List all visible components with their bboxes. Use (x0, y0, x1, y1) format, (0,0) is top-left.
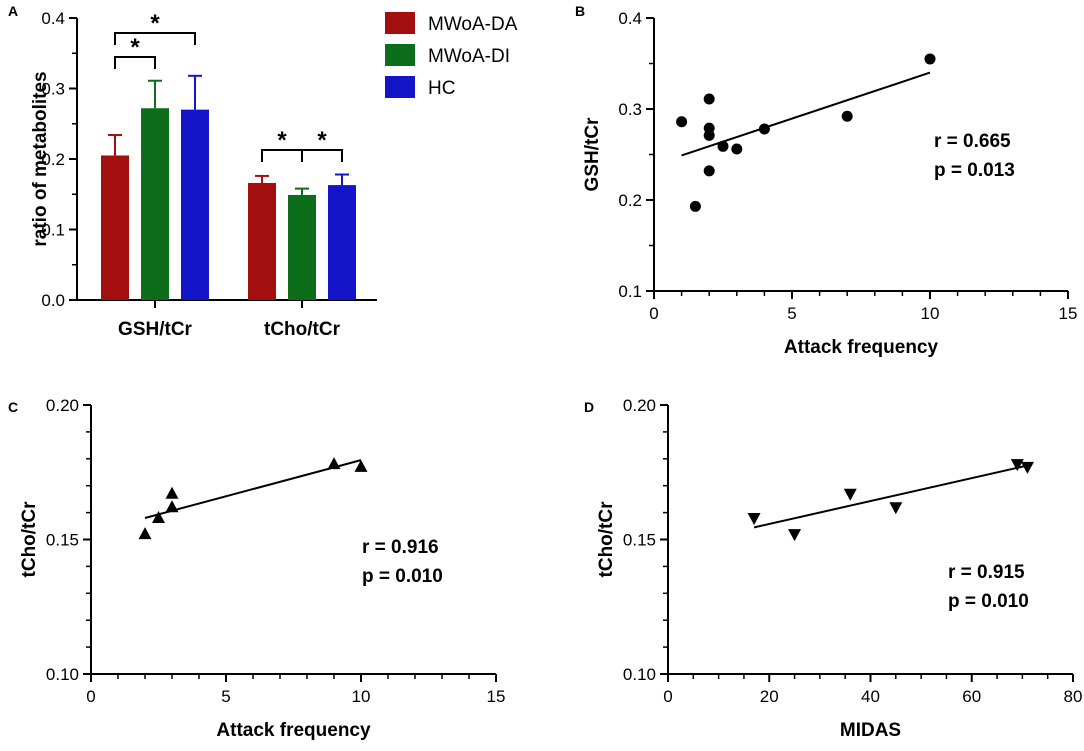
regression-line (144, 459, 362, 519)
x-tick-label: 0 (663, 687, 672, 706)
data-point (1020, 461, 1034, 474)
data-point (676, 116, 688, 128)
r-value: r = 0.915 (948, 562, 1025, 583)
x-tick-label: 15 (1059, 304, 1078, 323)
significance-bracket (114, 56, 156, 69)
significance-bracket (301, 149, 343, 162)
y-tick-label: 0.4 (41, 9, 65, 28)
legend-swatch (385, 12, 415, 34)
significance-bracket (114, 32, 196, 45)
legend-swatch (385, 44, 415, 66)
data-point (731, 143, 743, 155)
data-point (327, 457, 341, 470)
r-value: r = 0.665 (934, 131, 1011, 152)
p-value: p = 0.010 (362, 566, 443, 587)
x-tick-label: 80 (1064, 687, 1083, 706)
data-point (1010, 459, 1024, 472)
x-tick-label: 0 (649, 304, 658, 323)
r-value: r = 0.916 (362, 537, 439, 558)
x-tick-label: 40 (861, 687, 880, 706)
significance-star: * (130, 34, 140, 61)
x-tick-label: 5 (221, 687, 230, 706)
data-point (889, 502, 903, 515)
data-point (717, 140, 729, 152)
panel-label-d: D (584, 399, 594, 415)
panel-c: C 0.10 0.15 0.20 0 5 10 15 Attack frequency tCho/… (8, 396, 505, 741)
p-value: p = 0.010 (948, 591, 1029, 612)
bar-mwoa-da (101, 155, 129, 300)
data-point (924, 53, 936, 65)
bar-mwoa-di (288, 194, 316, 300)
y-tick-label: 0.3 (618, 100, 642, 119)
x-tick-label: 20 (760, 687, 779, 706)
y-tick-label: 0.15 (623, 531, 656, 550)
x-tick-label: 0 (86, 687, 95, 706)
data-point (747, 512, 761, 525)
significance-star: * (277, 127, 287, 154)
x-tick-label: 60 (962, 687, 981, 706)
x-tick-label: GSH/tCr (118, 319, 193, 340)
y-tick-label: 0.4 (618, 9, 642, 28)
x-axis-label: Attack frequency (216, 720, 371, 741)
legend-label: MWoA-DI (428, 46, 510, 67)
x-tick-label: 10 (352, 687, 371, 706)
significance-star: * (150, 10, 160, 37)
bar-mwoa-da (248, 182, 276, 300)
y-tick-label: 0.2 (618, 191, 642, 210)
x-tick-label: 5 (787, 304, 796, 323)
panel-b: B 0.1 0.2 0.3 0.4 0 5 10 15 Attack frequency GSH/t… (575, 3, 1077, 358)
y-tick-label: 0.2 (41, 150, 65, 169)
y-tick-label: 0.10 (46, 665, 79, 684)
data-point (165, 486, 179, 499)
y-axis-label: GSH/tCr (582, 117, 603, 192)
y-tick-label: 0.1 (618, 282, 642, 301)
panel-label-a: A (8, 3, 18, 19)
legend-swatch (385, 76, 415, 98)
y-axis-label: tCho/tCr (596, 501, 617, 578)
data-point (788, 529, 802, 542)
x-tick-label: 15 (487, 687, 506, 706)
regression-line (753, 464, 1028, 529)
legend-label: MWoA-DA (428, 14, 518, 35)
data-point (138, 527, 152, 540)
data-point (165, 500, 179, 513)
data-point (843, 488, 857, 501)
y-tick-label: 0.20 (623, 396, 656, 415)
data-point (152, 510, 165, 523)
panel-label-b: B (575, 3, 585, 19)
y-tick-label: 0.0 (41, 291, 65, 310)
data-point (703, 165, 715, 177)
y-tick-label: 0.1 (41, 221, 65, 240)
y-axis-label: tCho/tCr (19, 501, 40, 578)
panel-d: D 0.10 0.15 0.20 0 20 40 60 80 MIDAS tCho/tCr r = 0… (584, 396, 1082, 741)
data-point (703, 93, 715, 105)
panel-label-c: C (8, 399, 18, 415)
x-tick-label: 10 (921, 304, 940, 323)
data-point (354, 459, 368, 472)
bar-mwoa-di (141, 108, 169, 301)
y-tick-label: 0.3 (41, 80, 65, 99)
bar-hc (181, 109, 209, 301)
data-point (758, 123, 770, 135)
bar-hc (328, 185, 356, 300)
x-axis-label: Attack frequency (784, 337, 939, 358)
x-axis-label: MIDAS (840, 720, 901, 741)
y-tick-label: 0.15 (46, 531, 79, 550)
data-point (703, 129, 715, 141)
y-axis-label: ratio of metabolites (30, 71, 51, 246)
y-tick-label: 0.20 (46, 396, 79, 415)
data-point (841, 110, 853, 122)
significance-star: * (317, 127, 327, 154)
panel-a: A 0.0 0.1 0.2 0.3 0.4 ratio of metabolites GSH/… (8, 3, 518, 340)
legend-label: HC (428, 78, 455, 99)
x-tick-label: tCho/tCr (264, 319, 341, 340)
data-point (689, 200, 701, 212)
y-tick-label: 0.10 (623, 665, 656, 684)
p-value: p = 0.013 (934, 160, 1015, 181)
